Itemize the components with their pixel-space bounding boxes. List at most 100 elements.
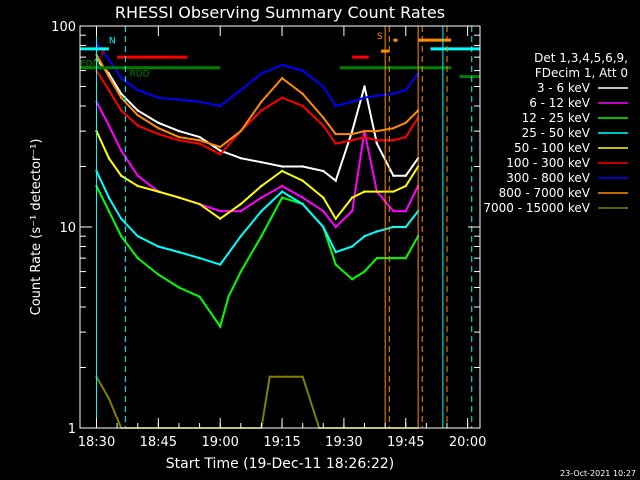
series-6-point-3 <box>136 88 139 92</box>
series-7-point-5 <box>177 135 181 139</box>
series-3-point-1 <box>107 196 111 199</box>
series-3-point-14 <box>351 245 354 248</box>
series-7-point-15 <box>363 129 366 133</box>
legend-header-1: Det 1,3,4,5,6,9, <box>534 51 628 65</box>
legend-label-4: 50 - 100 keV <box>514 141 591 155</box>
series-1-point-18 <box>404 209 407 213</box>
series-2-point-14 <box>334 263 337 266</box>
series-5-point-18 <box>404 135 407 139</box>
series-2-point-4 <box>157 273 160 276</box>
series-3-point-2 <box>120 217 123 220</box>
series-6-point-17 <box>392 92 395 96</box>
legend-label-8: 7000 - 15000 keV <box>483 201 590 215</box>
series-1-point-11 <box>301 196 304 199</box>
series-3-point-5 <box>177 250 181 254</box>
legend-header-2: FDecim 1, Att 0 <box>535 66 628 80</box>
series-3-point-8 <box>239 235 242 238</box>
series-0-point-14 <box>351 129 354 133</box>
y-axis-label: Count Rate (s⁻¹ detector⁻¹) <box>29 139 44 316</box>
series-8-point-11 <box>276 375 280 378</box>
series-4-point-15 <box>363 190 366 193</box>
y-tick-label-2: 100 <box>51 20 76 35</box>
series-4-point-1 <box>107 157 111 160</box>
series-6-point-5 <box>177 98 181 101</box>
legend-label-5: 100 - 300 keV <box>506 156 590 170</box>
series-6-point-9 <box>260 72 263 75</box>
series-4-point-6 <box>198 202 201 206</box>
series-5-point-14 <box>351 139 354 142</box>
series-line-2 <box>95 185 419 329</box>
series-0-point-3 <box>136 109 139 112</box>
series-3-point-15 <box>363 235 366 238</box>
series-1-point-14 <box>351 209 354 213</box>
series-5-point-16 <box>375 139 379 142</box>
series-7-point-1 <box>107 75 111 78</box>
series-6-point-16 <box>375 94 379 97</box>
series-1-point-1 <box>107 124 111 127</box>
series-8-point-13 <box>293 375 296 378</box>
series-6-point-4 <box>157 96 160 99</box>
series-2-point-6 <box>198 295 201 298</box>
series-5-point-17 <box>392 139 395 142</box>
series-4-point-5 <box>177 196 181 199</box>
plot-frame <box>79 25 481 429</box>
x-tick-label-2: 19:00 <box>201 435 238 450</box>
series-2-point-1 <box>107 209 111 213</box>
series-2-point-9 <box>239 270 242 273</box>
series-2-point-8 <box>227 295 230 298</box>
series-8-point-14 <box>301 375 304 378</box>
series-line-6 <box>95 42 419 108</box>
series-7-point-18 <box>404 121 407 125</box>
series-7-point-17 <box>392 127 395 130</box>
series-4-point-17 <box>392 190 395 193</box>
series-0-point-9 <box>260 161 263 164</box>
series-5-point-9 <box>260 109 263 112</box>
series-7-point-12 <box>322 116 325 119</box>
series-3-point-9 <box>260 209 263 213</box>
series-7-point-2 <box>120 96 123 99</box>
series-7-point-8 <box>239 129 242 133</box>
x-tick-label-5: 19:45 <box>387 435 424 450</box>
flag-label-1: F <box>101 50 106 60</box>
chart-title: RHESSI Observing Summary Count Rates <box>115 3 445 22</box>
y-tick-label-0: 1 <box>68 422 76 437</box>
x-tick-label-0: 18:30 <box>78 435 115 450</box>
series-1-point-17 <box>392 209 395 213</box>
series-5-point-3 <box>136 124 139 127</box>
series-line-8 <box>95 375 419 429</box>
series-0-point-12 <box>322 169 325 173</box>
flag-label-2: EDD <box>80 59 100 69</box>
series-8-point-1 <box>107 397 111 400</box>
series-5-point-13 <box>334 142 337 145</box>
series-6-point-8 <box>239 88 242 92</box>
flag-label-4: S <box>377 32 383 42</box>
series-1-point-13 <box>334 225 337 229</box>
series-6-point-15 <box>363 96 366 99</box>
series-7-point-10 <box>280 77 284 80</box>
series-2-point-3 <box>136 256 139 260</box>
series-1-point-9 <box>260 196 263 199</box>
series-4-point-16 <box>375 190 379 193</box>
series-4-point-18 <box>404 184 407 188</box>
series-line-0 <box>95 59 419 183</box>
series-4-point-4 <box>157 190 160 193</box>
series-3-point-3 <box>136 235 139 238</box>
series-2-point-19 <box>404 256 407 260</box>
series-0-point-11 <box>301 165 304 168</box>
series-2-point-16 <box>363 270 366 273</box>
series-0-point-13 <box>334 179 337 182</box>
series-0-point-18 <box>404 174 407 177</box>
series-line-4 <box>95 130 419 221</box>
series-0-point-4 <box>157 121 160 125</box>
series-0-point-7 <box>219 149 222 152</box>
series-5-point-1 <box>107 88 111 92</box>
series-4-point-7 <box>219 217 222 220</box>
series-6-point-11 <box>301 69 304 72</box>
series-6-point-2 <box>120 77 123 80</box>
series-5-point-5 <box>177 139 181 142</box>
series-0-point-2 <box>120 92 123 96</box>
y-tick-label-1: 10 <box>59 221 76 236</box>
series-4-point-10 <box>280 169 284 173</box>
series-0-point-17 <box>392 174 395 177</box>
